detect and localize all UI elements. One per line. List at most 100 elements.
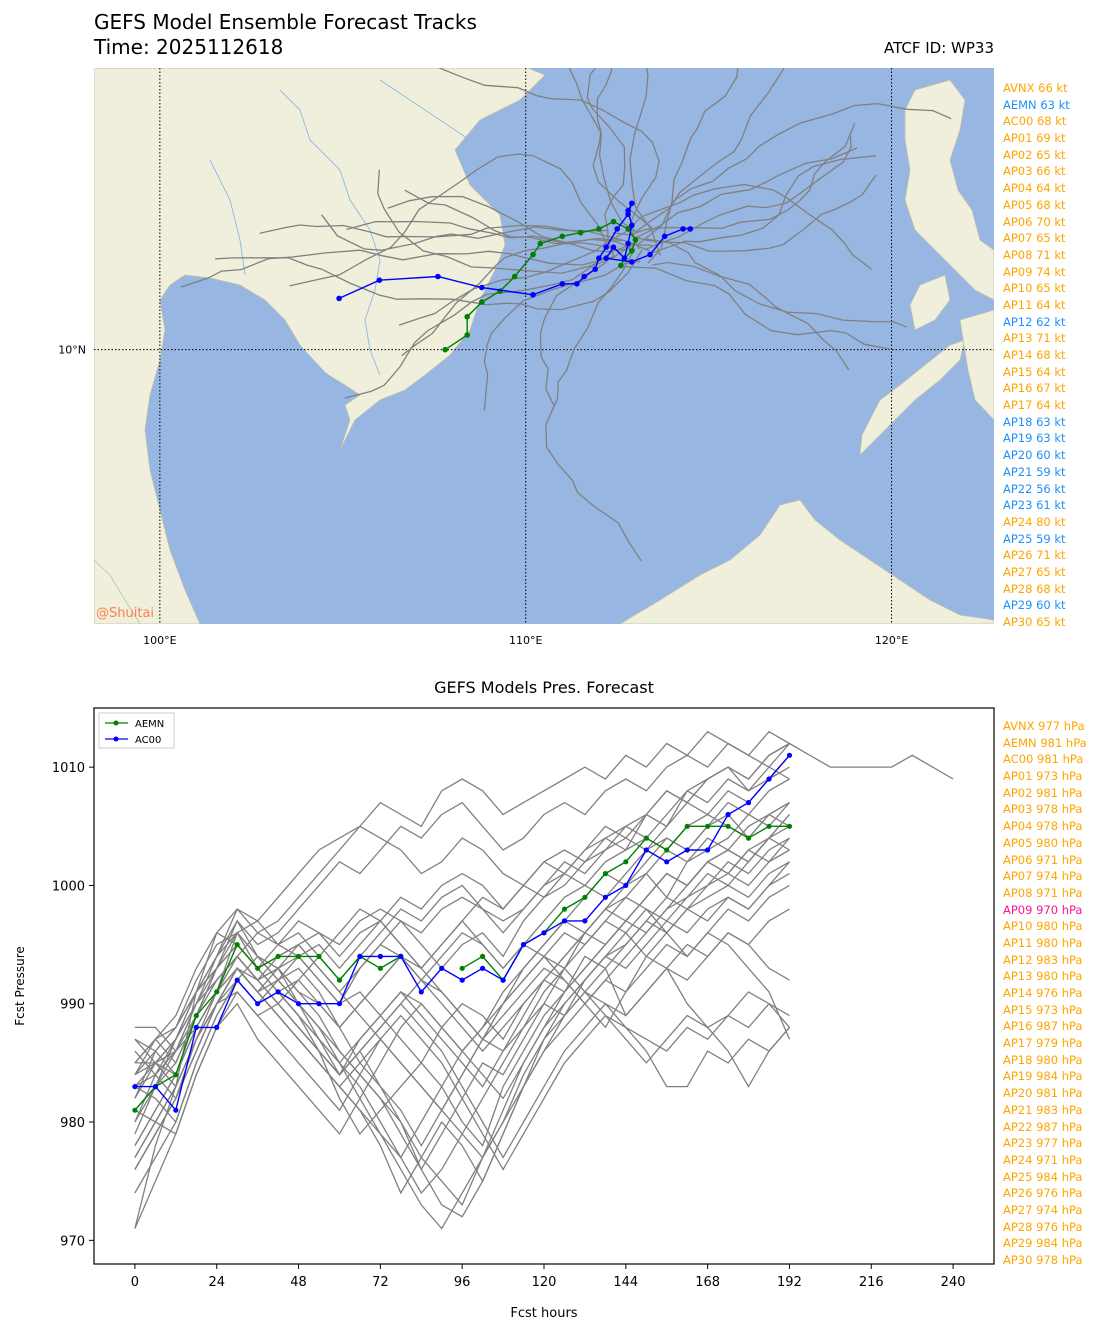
- intensity-legend-item: AP25 59 kt: [1003, 531, 1066, 546]
- pressure-legend-item: AP24 971 hPa: [1003, 1152, 1083, 1167]
- member-track: [289, 153, 608, 287]
- member-track: [622, 265, 891, 350]
- x-tick-label: 144: [613, 1275, 638, 1290]
- intensity-legend-item: AP27 65 kt: [1003, 564, 1066, 579]
- ac00-pressure-point: [766, 776, 772, 782]
- member-track: [645, 174, 877, 252]
- aemn-pressure-point: [234, 942, 240, 948]
- intensity-legend-item: AP17 64 kt: [1003, 398, 1066, 413]
- aemn-track-point: [625, 226, 631, 232]
- aemn-track-point: [629, 248, 635, 254]
- x-tick-label: 240: [941, 1275, 966, 1290]
- intensity-legend: AVNX 66 kt AEMN 63 kt AC00 68 kt AP01 69 kt…: [1003, 80, 1070, 631]
- ac00-pressure-point: [684, 847, 690, 853]
- aemn-track-point: [464, 332, 471, 338]
- legend-aemn-label: AEMN: [135, 719, 164, 730]
- ac00-pressure-point: [439, 965, 445, 971]
- ac00-track-point: [592, 266, 598, 273]
- pressure-legend-item: AP13 980 hPa: [1003, 969, 1083, 984]
- aemn-pressure-point: [705, 823, 711, 829]
- y-tick-label: 1000: [52, 879, 85, 894]
- intensity-legend-item: AP15 64 kt: [1003, 364, 1066, 379]
- ac00-track-point: [614, 226, 620, 232]
- member-track: [259, 224, 609, 238]
- ac00-track-point: [687, 226, 694, 232]
- x-tick-label: 120: [532, 1275, 557, 1290]
- ac00-pressure-point: [255, 1001, 261, 1007]
- intensity-legend-item: AP29 60 kt: [1003, 598, 1066, 613]
- member-track: [346, 220, 606, 248]
- member-track: [215, 249, 643, 311]
- pressure-legend-item: AP25 984 hPa: [1003, 1169, 1083, 1184]
- pressure-legend-item: AP19 984 hPa: [1003, 1069, 1083, 1084]
- pressure-legend-item: AP23 977 hPa: [1003, 1136, 1083, 1151]
- ac00-pressure-point: [786, 752, 793, 758]
- lon-tick-label: 110°E: [509, 634, 542, 647]
- member-track: [539, 260, 641, 406]
- ac00-track-point: [629, 259, 635, 265]
- member-track: [635, 68, 785, 233]
- ac00-track-point: [629, 222, 635, 229]
- gulf-water: [158, 282, 345, 624]
- member-track: [592, 68, 653, 229]
- ac00-track-point: [574, 281, 580, 287]
- x-tick-label: 192: [777, 1275, 802, 1290]
- aemn-pressure-point: [623, 859, 629, 865]
- x-axis-label: Fcst hours: [510, 1306, 577, 1321]
- ac00-pressure-point: [520, 942, 527, 948]
- intensity-legend-item: AP14 68 kt: [1003, 348, 1066, 362]
- aemn-pressure-point: [193, 1013, 199, 1019]
- x-tick-label: 48: [290, 1275, 307, 1290]
- intensity-legend-item: AP02 65 kt: [1003, 147, 1066, 162]
- aemn-track-point: [632, 237, 639, 243]
- aemn-track-point: [610, 218, 617, 225]
- member-track: [344, 243, 634, 399]
- aemn-pressure-point: [214, 989, 220, 995]
- ac00-pressure-point: [480, 965, 486, 971]
- legend-aemn-marker: [113, 720, 119, 726]
- aemn-pressure-point: [684, 823, 690, 829]
- aemn-pressure-point: [664, 847, 670, 853]
- intensity-legend-item: AP21 59 kt: [1003, 464, 1066, 479]
- ac00-pressure-point: [275, 989, 281, 995]
- pressure-legend-item: AC00 981 hPa: [1003, 752, 1084, 767]
- member-track: [387, 195, 635, 253]
- member-pressure-line: [134, 778, 790, 1170]
- pressure-legend-item: AP08 971 hPa: [1003, 885, 1083, 900]
- lon-tick-label: 100°E: [143, 634, 176, 647]
- lon-tick-label: 120°E: [875, 634, 908, 647]
- aemn-track-point: [537, 240, 544, 247]
- ac00-pressure-point: [418, 989, 424, 995]
- ac00-pressure-point: [132, 1084, 138, 1090]
- aemn-pressure-point: [561, 906, 568, 912]
- legend-ac00-marker: [113, 736, 119, 742]
- ac00-track-point: [479, 284, 485, 291]
- ac00-track-point: [610, 244, 617, 250]
- intensity-legend-item: AP26 71 kt: [1003, 548, 1066, 563]
- member-track: [437, 68, 660, 250]
- member-pressure-line: [134, 742, 790, 1135]
- member-pressure-line: [134, 742, 790, 1147]
- land-mindoro: [909, 274, 951, 331]
- y-tick-label: 1010: [52, 761, 85, 776]
- watermark: @Shuitai: [96, 606, 154, 621]
- ensemble-tracks: [180, 68, 952, 562]
- ac00-pressure-point: [541, 930, 547, 936]
- pressure-legend-item: AP15 973 hPa: [1003, 1002, 1083, 1017]
- aemn-pressure-point: [602, 871, 609, 877]
- ac00-track-point: [647, 251, 653, 258]
- aemn-pressure-point: [316, 953, 322, 959]
- intensity-legend-item: AP01 69 kt: [1003, 131, 1066, 146]
- member-track: [404, 189, 636, 251]
- aemn-track-point: [530, 251, 536, 258]
- series-legend: AEMN AC00: [98, 712, 175, 749]
- intensity-legend-item: AP20 60 kt: [1003, 448, 1066, 463]
- aemn-pressure-point: [786, 823, 793, 829]
- ac00-pressure-point: [643, 847, 649, 853]
- pressure-legend-item: AP04 978 hPa: [1003, 819, 1083, 834]
- aemn-track-point: [479, 299, 485, 305]
- pressure-legend-item: AP17 979 hPa: [1003, 1036, 1083, 1051]
- ac00-track-point: [559, 281, 566, 287]
- aemn-pressure-point: [582, 894, 588, 900]
- aemn-track-point: [596, 226, 602, 232]
